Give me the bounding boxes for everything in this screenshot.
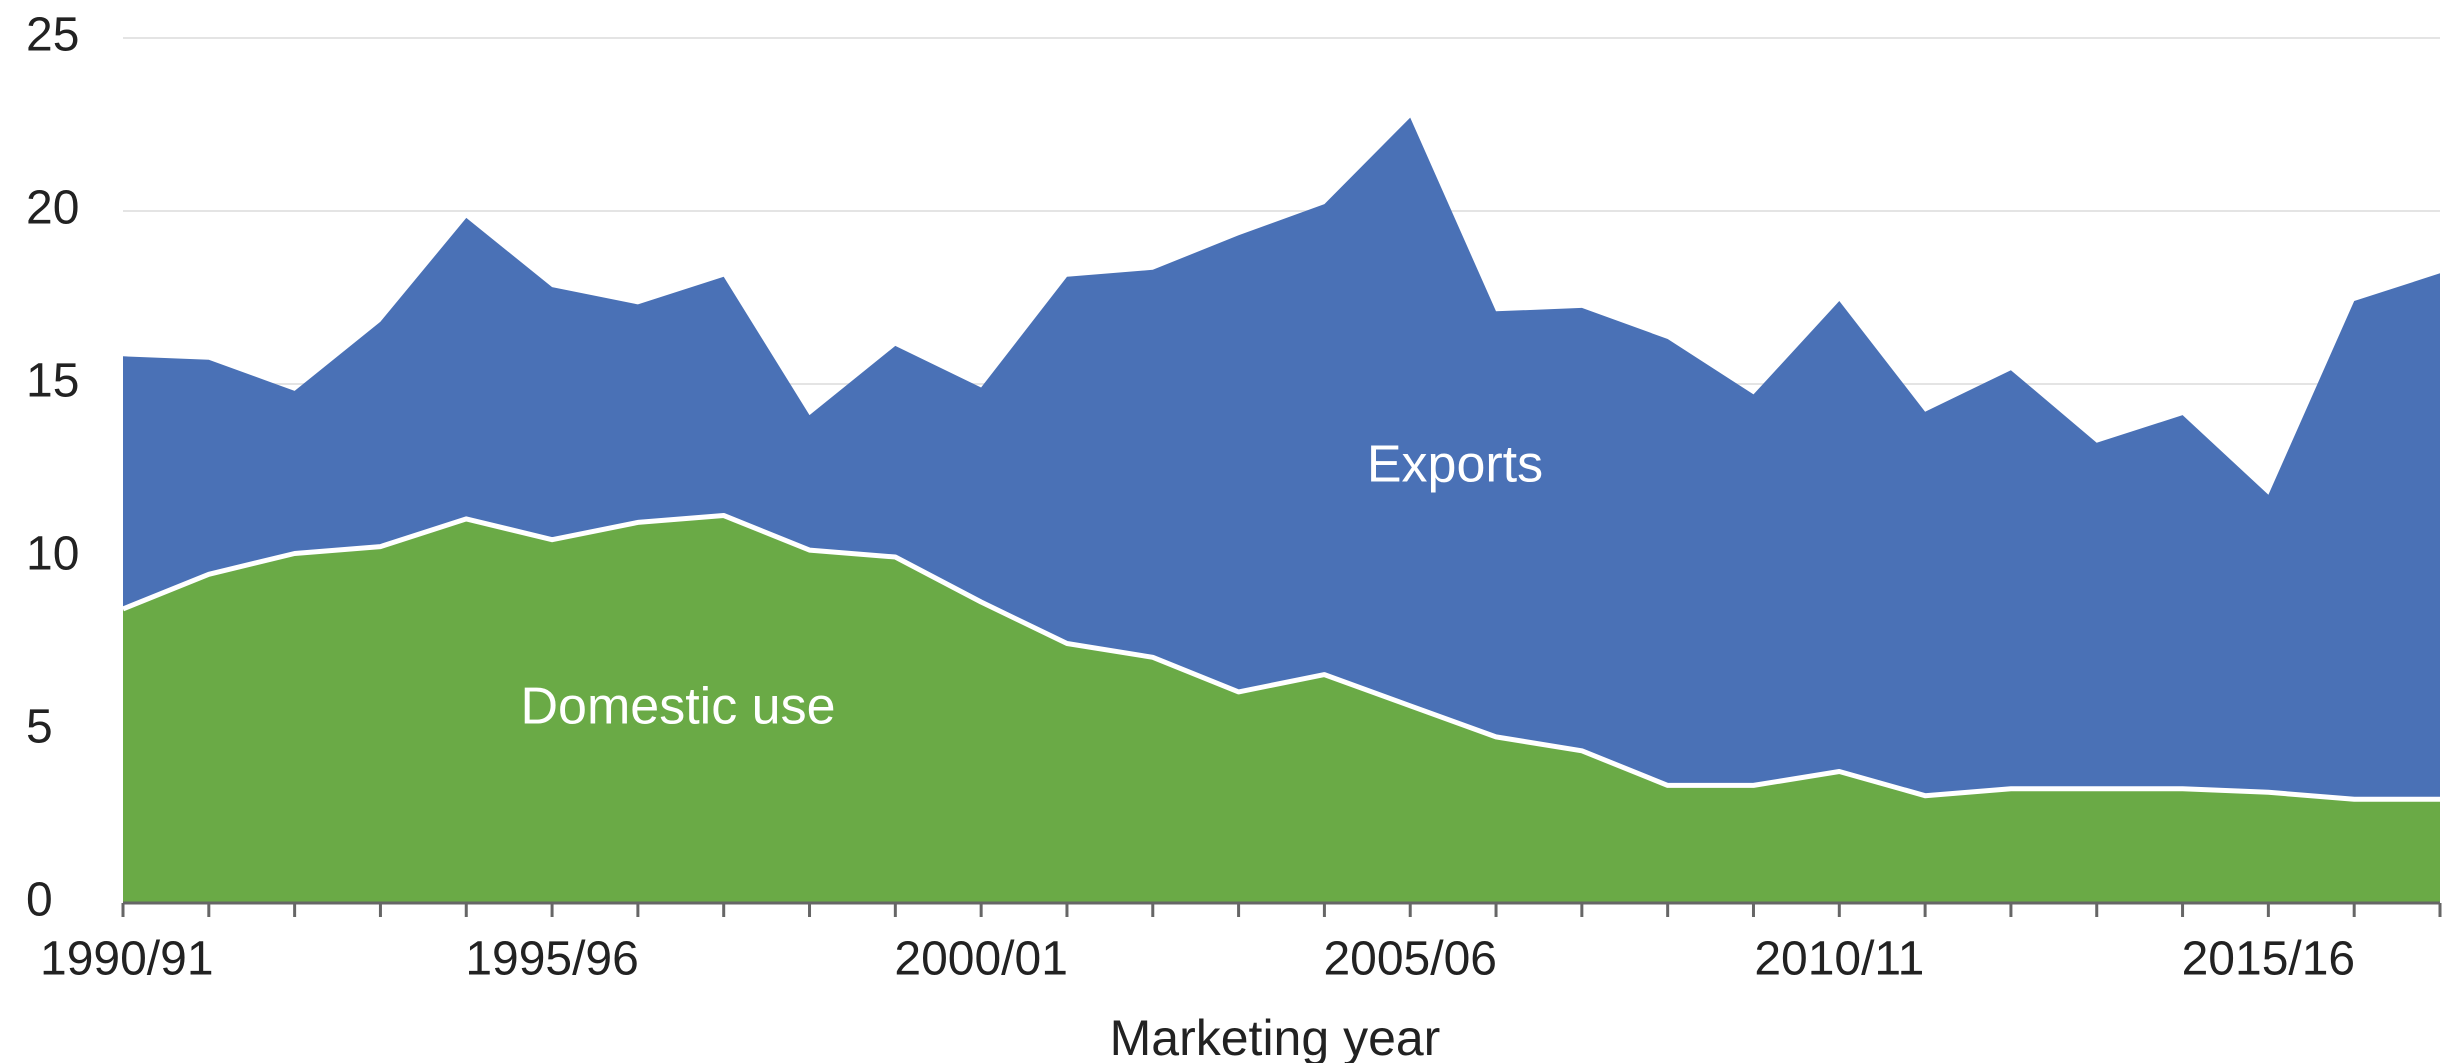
x-axis [121, 901, 2442, 917]
series-boundary-line [122, 513, 2440, 802]
x-tick-label: 2015/16 [2182, 933, 2356, 986]
x-tick-label: 1995/96 [465, 933, 639, 986]
area-exports [123, 117, 2440, 800]
y-tick-label: 15 [26, 355, 79, 408]
x-tick-label: 2005/06 [1323, 933, 1497, 986]
y-tick-label: 20 [26, 182, 79, 235]
plot-areas [122, 117, 2440, 903]
y-tick-label: 10 [26, 528, 79, 581]
x-axis-tick-labels: 1990/91 1995/96 2000/01 2005/06 2010/11 2015/… [40, 933, 2355, 986]
y-tick-label: 25 [26, 9, 79, 62]
x-axis-title: Marketing year [1110, 1010, 1441, 1063]
y-tick-label: 0 [26, 874, 53, 927]
x-tick-label: 2010/11 [1754, 933, 1924, 986]
y-axis-tick-labels: 0 5 10 15 20 25 [26, 9, 79, 927]
x-tick-label: 1990/91 [40, 933, 214, 986]
series-label-domestic-use: Domestic use [521, 678, 836, 736]
y-tick-label: 5 [26, 701, 53, 754]
series-label-exports: Exports [1367, 436, 1543, 494]
area-domestic-use [123, 515, 2440, 903]
x-tick-label: 2000/01 [894, 933, 1068, 986]
